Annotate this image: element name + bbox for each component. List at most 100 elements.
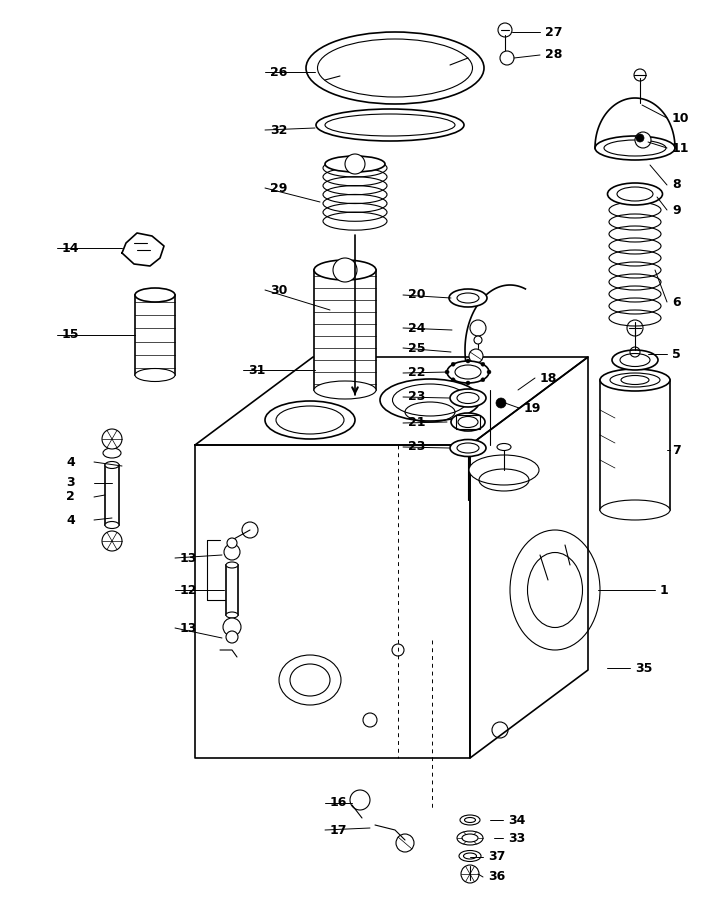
Text: 4: 4 — [66, 456, 75, 468]
Circle shape — [227, 538, 237, 548]
Circle shape — [451, 378, 455, 382]
Ellipse shape — [105, 521, 119, 529]
Text: 2: 2 — [66, 491, 75, 503]
Text: 10: 10 — [672, 112, 689, 124]
Ellipse shape — [617, 187, 653, 201]
Bar — [600, 380, 670, 510]
Ellipse shape — [314, 260, 376, 280]
Text: 13: 13 — [180, 621, 197, 634]
Text: 30: 30 — [270, 283, 287, 297]
Text: 11: 11 — [672, 142, 689, 154]
Ellipse shape — [314, 381, 376, 399]
Text: 23: 23 — [408, 440, 425, 454]
Ellipse shape — [469, 455, 539, 485]
Ellipse shape — [449, 289, 487, 307]
Text: 13: 13 — [180, 551, 197, 565]
Ellipse shape — [103, 448, 121, 458]
Circle shape — [223, 618, 241, 636]
Circle shape — [500, 51, 514, 65]
Circle shape — [636, 134, 644, 142]
Text: 22: 22 — [408, 366, 425, 380]
Text: 32: 32 — [270, 124, 287, 136]
Ellipse shape — [226, 562, 238, 568]
Text: 7: 7 — [672, 444, 680, 456]
Circle shape — [469, 349, 483, 363]
Ellipse shape — [457, 293, 479, 303]
Text: 5: 5 — [672, 347, 680, 361]
Text: 14: 14 — [62, 242, 79, 254]
Circle shape — [224, 544, 240, 560]
Bar — [226, 565, 238, 615]
Text: 18: 18 — [540, 372, 558, 384]
Ellipse shape — [226, 612, 238, 618]
Ellipse shape — [105, 462, 119, 468]
Ellipse shape — [380, 379, 480, 421]
Circle shape — [333, 258, 357, 282]
Text: 8: 8 — [672, 179, 680, 191]
Text: 27: 27 — [545, 25, 563, 39]
Circle shape — [102, 429, 122, 449]
Circle shape — [481, 378, 485, 382]
Bar — [135, 295, 175, 375]
Ellipse shape — [135, 369, 175, 382]
Text: 29: 29 — [270, 181, 287, 195]
Bar — [314, 270, 376, 390]
Circle shape — [496, 398, 506, 408]
Ellipse shape — [497, 444, 511, 450]
Bar — [456, 415, 480, 429]
Text: 36: 36 — [488, 870, 505, 883]
Text: 26: 26 — [270, 66, 287, 78]
Ellipse shape — [608, 183, 662, 205]
Ellipse shape — [600, 369, 670, 391]
Ellipse shape — [325, 156, 385, 172]
Ellipse shape — [450, 389, 486, 407]
Circle shape — [474, 336, 482, 344]
Circle shape — [466, 381, 470, 385]
Ellipse shape — [457, 831, 483, 845]
Ellipse shape — [600, 500, 670, 520]
Text: 19: 19 — [524, 401, 542, 415]
Text: 1: 1 — [660, 584, 669, 596]
Circle shape — [451, 363, 455, 366]
Text: 4: 4 — [66, 513, 75, 527]
Ellipse shape — [457, 392, 479, 403]
Text: 24: 24 — [408, 321, 425, 335]
Ellipse shape — [620, 354, 650, 366]
Text: 23: 23 — [408, 391, 425, 403]
Text: 31: 31 — [248, 364, 265, 376]
Text: 33: 33 — [508, 832, 525, 844]
Circle shape — [470, 320, 486, 336]
Circle shape — [487, 370, 491, 374]
Ellipse shape — [306, 32, 484, 104]
Text: 25: 25 — [408, 342, 425, 354]
Text: 28: 28 — [545, 49, 563, 61]
Circle shape — [226, 631, 238, 643]
Bar — [105, 465, 119, 525]
Text: 6: 6 — [672, 296, 680, 308]
Text: 20: 20 — [408, 289, 425, 301]
Text: 34: 34 — [508, 814, 526, 826]
Ellipse shape — [612, 350, 658, 370]
Circle shape — [481, 363, 485, 366]
Ellipse shape — [265, 401, 355, 439]
Text: 37: 37 — [488, 851, 505, 863]
Ellipse shape — [464, 853, 476, 859]
Ellipse shape — [451, 413, 485, 431]
Circle shape — [445, 370, 449, 374]
Ellipse shape — [455, 365, 481, 379]
Text: 21: 21 — [408, 417, 425, 429]
Ellipse shape — [447, 361, 489, 383]
Text: 16: 16 — [330, 796, 348, 809]
Ellipse shape — [465, 817, 475, 823]
Ellipse shape — [459, 851, 481, 861]
Text: 15: 15 — [62, 328, 79, 342]
Ellipse shape — [462, 834, 478, 842]
Circle shape — [635, 132, 651, 148]
Text: 9: 9 — [672, 204, 680, 216]
Ellipse shape — [457, 443, 479, 453]
Ellipse shape — [460, 815, 480, 825]
Ellipse shape — [450, 439, 486, 456]
Circle shape — [466, 359, 470, 363]
Ellipse shape — [135, 288, 175, 302]
Circle shape — [345, 154, 365, 174]
